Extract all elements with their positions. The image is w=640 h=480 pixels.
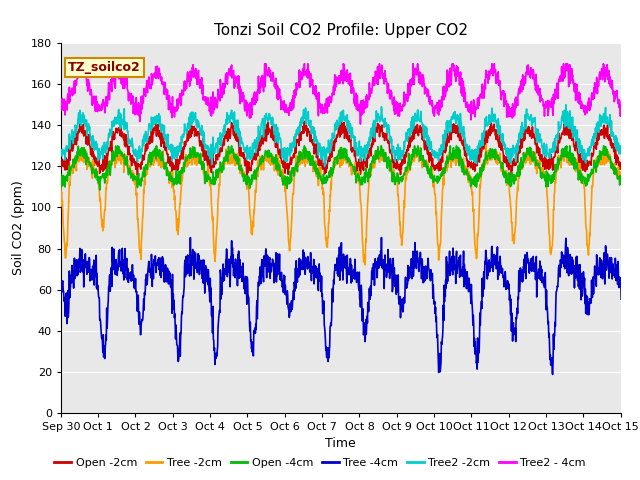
Y-axis label: Soil CO2 (ppm): Soil CO2 (ppm) <box>12 180 25 276</box>
X-axis label: Time: Time <box>325 437 356 450</box>
Text: TZ_soilco2: TZ_soilco2 <box>68 61 141 74</box>
Title: Tonzi Soil CO2 Profile: Upper CO2: Tonzi Soil CO2 Profile: Upper CO2 <box>214 23 468 38</box>
Legend: Open -2cm, Tree -2cm, Open -4cm, Tree -4cm, Tree2 -2cm, Tree2 - 4cm: Open -2cm, Tree -2cm, Open -4cm, Tree -4… <box>50 453 590 472</box>
